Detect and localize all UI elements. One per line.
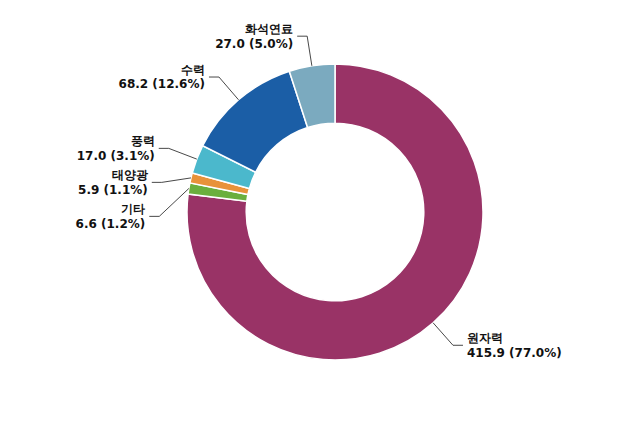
- slice: [289, 64, 335, 128]
- leader-line: [149, 188, 189, 216]
- data-label: 기타6.6 (1.2%): [76, 202, 146, 230]
- label-value: 17.0 (3.1%): [77, 149, 155, 163]
- label-category: 기타: [121, 202, 145, 216]
- label-value: 5.9 (1.1%): [78, 183, 148, 197]
- leader-line: [209, 77, 239, 100]
- label-category: 화석연료: [245, 22, 293, 36]
- chart-container: 원자력415.9 (77.0%) 기타6.6 (1.2%) 태양광5.9 (1.1%…: [0, 0, 621, 426]
- leader-line: [152, 178, 191, 182]
- label-value: 27.0 (5.0%): [215, 37, 293, 51]
- leader-line: [159, 148, 197, 159]
- slice: [203, 71, 308, 172]
- label-category: 태양광: [112, 168, 148, 182]
- leader-line: [297, 36, 312, 66]
- labels: 원자력415.9 (77.0%) 기타6.6 (1.2%) 태양광5.9 (1.1%…: [76, 22, 562, 359]
- slice: [187, 64, 483, 360]
- label-category: 원자력: [467, 331, 503, 345]
- leader-line: [433, 323, 463, 345]
- page: {"chart_data": {"type": "donut", "catego…: [0, 0, 621, 426]
- label-value: 6.6 (1.2%): [76, 217, 146, 231]
- label-category: 풍력: [131, 134, 155, 148]
- label-value: 415.9 (77.0%): [467, 346, 562, 360]
- data-label: 태양광5.9 (1.1%): [78, 168, 148, 196]
- data-label: 화석연료27.0 (5.0%): [215, 22, 293, 50]
- chart: 원자력415.9 (77.0%) 기타6.6 (1.2%) 태양광5.9 (1.1%…: [0, 0, 621, 426]
- data-label: 풍력17.0 (3.1%): [77, 134, 155, 162]
- slices: [187, 64, 483, 360]
- data-label: 원자력415.9 (77.0%): [467, 331, 562, 359]
- label-category: 수력: [181, 63, 205, 77]
- data-label: 수력68.2 (12.6%): [119, 63, 205, 91]
- label-value: 68.2 (12.6%): [119, 77, 205, 91]
